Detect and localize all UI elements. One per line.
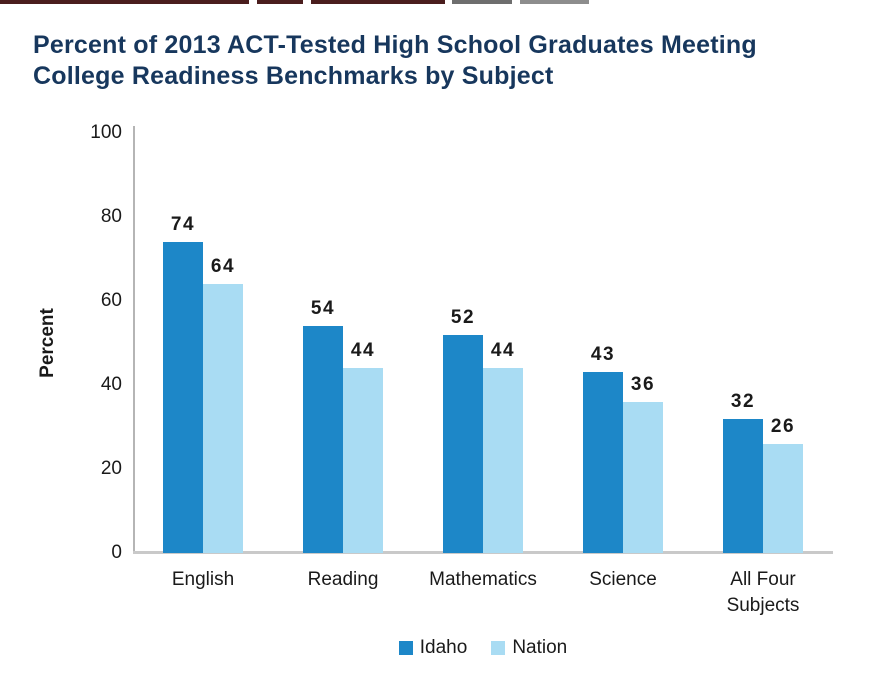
chart-title-line-2: College Readiness Benchmarks by Subject xyxy=(33,62,554,90)
y-tick-label: 100 xyxy=(90,122,122,143)
value-label: 44 xyxy=(490,340,516,361)
value-label: 26 xyxy=(770,416,796,437)
legend-item-idaho: Idaho xyxy=(398,637,468,658)
bar-idaho-reading xyxy=(303,326,343,553)
top-crop-segment xyxy=(0,0,249,4)
bar-nation-english xyxy=(203,284,243,553)
chart-title-line-1: Percent of 2013 ACT-Tested High School G… xyxy=(33,31,757,59)
value-label: 43 xyxy=(590,344,616,365)
bar-nation-all-four-subjects xyxy=(763,444,803,553)
y-axis-line xyxy=(133,126,135,553)
legend-label: Idaho xyxy=(419,637,468,658)
legend-swatch-icon xyxy=(398,641,413,655)
x-category-label: Reading xyxy=(307,569,379,590)
value-label: 54 xyxy=(310,298,336,319)
y-axis-title: Percent xyxy=(37,308,58,378)
y-tick-label: 20 xyxy=(100,458,122,479)
bar-nation-science xyxy=(623,402,663,553)
top-crop-strip xyxy=(0,0,880,5)
y-tick-label: 80 xyxy=(100,206,122,227)
value-label: 32 xyxy=(730,391,756,412)
top-crop-segment xyxy=(311,0,445,4)
value-label: 64 xyxy=(210,256,236,277)
top-crop-segment xyxy=(257,0,303,4)
x-category-label: English xyxy=(171,569,235,590)
top-crop-segment xyxy=(520,0,589,4)
chart-title: Percent of 2013 ACT-Tested High School G… xyxy=(33,30,757,92)
top-crop-segment xyxy=(452,0,512,4)
value-label: 36 xyxy=(630,374,656,395)
bar-nation-reading xyxy=(343,368,383,553)
bar-idaho-mathematics xyxy=(443,335,483,553)
x-category-label: Science xyxy=(589,569,657,590)
y-tick-label: 40 xyxy=(100,374,122,395)
y-tick-label: 60 xyxy=(100,290,122,311)
bar-idaho-english xyxy=(163,242,203,553)
legend: Idaho Nation xyxy=(133,638,833,658)
legend-label: Nation xyxy=(512,637,568,658)
bar-nation-mathematics xyxy=(483,368,523,553)
bar-idaho-science xyxy=(583,372,623,553)
legend-item-nation: Nation xyxy=(491,638,567,658)
value-label: 74 xyxy=(170,214,196,235)
x-category-label: Mathematics xyxy=(429,569,537,590)
value-label: 44 xyxy=(350,340,376,361)
bar-idaho-all-four-subjects xyxy=(723,419,763,553)
legend-swatch-icon xyxy=(491,641,506,655)
y-tick-label: 0 xyxy=(111,542,122,563)
value-label: 52 xyxy=(450,307,476,328)
x-category-label: All Four Subjects xyxy=(726,569,800,616)
